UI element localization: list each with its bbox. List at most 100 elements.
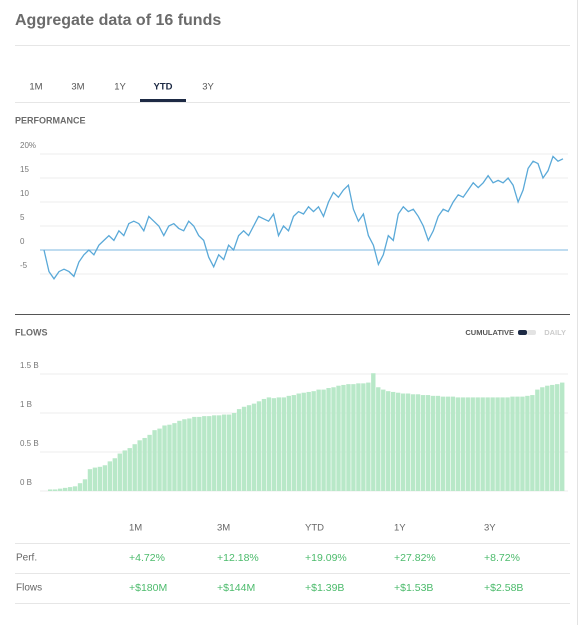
y-tick-label: 20% [20,141,36,150]
flow-bar [490,397,495,491]
flow-bar [132,444,137,491]
flow-bar [241,406,247,491]
flow-bar [52,489,58,491]
flow-bar [321,389,326,491]
flow-bar [331,387,336,491]
y-tick-label: 1 B [20,400,32,409]
flow-bar [142,437,147,491]
flow-bar [162,425,167,491]
flow-bar [246,405,252,491]
flow-bar [182,419,187,491]
flow-bar [425,395,431,491]
flow-bar [361,383,366,491]
flow-bar [520,396,525,491]
flow-bar [57,488,63,491]
flow-bar [326,388,331,491]
flow-bar [82,479,88,491]
flow-bar [127,448,132,491]
widget-title: Aggregate data of 16 funds [15,12,221,29]
mode-toggle[interactable] [518,330,527,335]
flow-bar [77,483,83,491]
table-header: 3M [217,523,230,534]
time-tab[interactable]: YTD [154,82,173,93]
flow-bar [356,383,361,491]
flow-bar [545,385,550,491]
flow-bar [366,382,371,491]
flow-bar [346,384,351,491]
flow-bar [276,397,282,491]
flow-bar [122,450,127,491]
flow-bar [72,486,78,491]
flow-bar [236,409,242,491]
time-tab[interactable]: 1M [29,82,42,93]
mode-toggle[interactable] [527,330,536,335]
flow-bar [266,397,272,491]
flow-bar [231,413,237,491]
flow-bar [306,391,311,491]
flow-bar [560,382,565,491]
table-header: 1M [129,523,142,534]
flow-bar [555,384,560,491]
flow-bar [480,397,485,491]
row-label: Flows [16,583,42,594]
flow-bar [286,395,291,491]
flow-bar [256,401,262,491]
flow-bar [172,423,177,491]
table-cell: +4.72% [129,552,165,564]
flow-bar [415,394,421,491]
flow-bar [351,384,356,491]
flow-bar [391,391,396,491]
flow-bar [535,389,540,491]
flow-bar [102,465,108,491]
flow-bar [167,424,172,491]
y-tick-label: 0 [20,237,25,246]
table-cell: +27.82% [394,552,436,564]
flow-bar [67,487,73,491]
flow-bar [400,393,406,491]
table-cell: +8.72% [484,552,520,564]
flow-bar [445,396,451,491]
section-title: FLOWS [15,327,48,337]
flow-bar [410,394,416,491]
flow-bar [495,397,500,491]
time-tab[interactable]: 1Y [114,82,126,93]
flow-bar [500,397,505,491]
flow-bar [371,373,376,491]
flow-bar [460,397,465,491]
flow-bar [485,397,490,491]
flow-bar [336,385,341,491]
flow-bar [147,434,152,491]
flow-bar [515,396,520,491]
mode-toggle-label[interactable]: CUMULATIVE [465,328,514,337]
flow-bar [92,467,98,491]
time-tab[interactable]: 3M [71,82,84,93]
flow-bar [271,398,277,491]
flow-bar [251,403,257,491]
mode-toggle-label[interactable]: DAILY [544,328,566,337]
flow-bar [530,395,535,491]
table-header: YTD [305,523,324,534]
flow-bar [455,397,461,491]
flow-bar [550,384,555,491]
table-header: 1Y [394,523,406,534]
flow-bar [152,430,157,491]
flow-bar [341,384,346,491]
flow-bar [281,397,287,491]
flow-bar [192,416,197,491]
flow-bar [440,396,446,491]
time-tab[interactable]: 3Y [202,82,214,93]
flow-bar [475,397,480,491]
flow-bar [207,416,212,491]
flow-bar [217,415,222,491]
flow-bar [107,461,113,491]
y-tick-label: 0 B [20,478,32,487]
flow-bar [226,414,232,491]
flow-bar [435,395,441,491]
flow-bar [221,414,227,491]
flow-bar [376,387,381,491]
flow-bar [137,440,142,491]
y-tick-label: 10 [20,189,29,198]
table-cell: +$144M [217,582,255,594]
flow-bar [540,387,545,491]
flow-bar [117,453,122,491]
